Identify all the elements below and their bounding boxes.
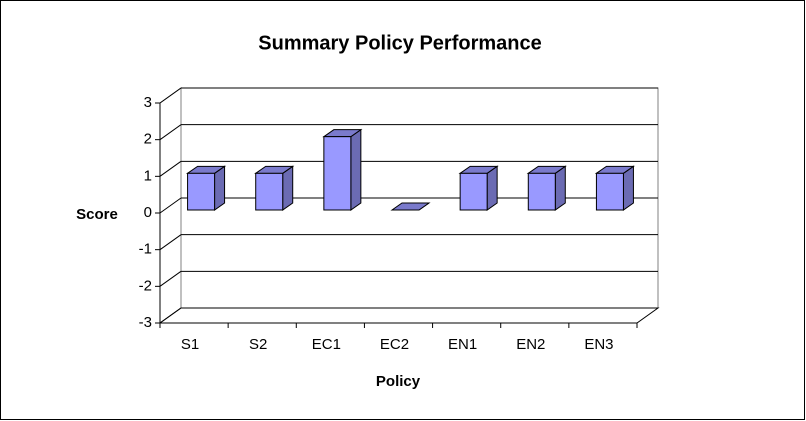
y-tick-label: 2 [144, 131, 152, 148]
bar-front [595, 172, 624, 211]
x-tick-label: S1 [181, 336, 199, 353]
bar [526, 165, 567, 211]
bar-front [527, 172, 556, 211]
grid-line-side [159, 124, 182, 141]
x-tick-label: EN3 [584, 336, 613, 353]
bar-side [350, 128, 362, 211]
x-tick-label: EC1 [312, 336, 341, 353]
bar [458, 165, 499, 211]
chart-title: Summary Policy Performance [258, 32, 541, 54]
bar-top [390, 202, 431, 211]
floor [158, 307, 660, 324]
bar [594, 165, 636, 211]
bar [254, 165, 295, 211]
bar [185, 165, 227, 211]
y-tick-label: 0 [144, 204, 152, 221]
y-axis-label: Score [76, 206, 118, 223]
x-tick-label: EN2 [516, 336, 545, 353]
y-tick-label: -3 [139, 314, 152, 331]
y-tick-label: 3 [144, 94, 152, 111]
x-axis-label: Policy [376, 373, 421, 390]
bar [322, 128, 363, 211]
x-tick-label: S2 [249, 336, 267, 353]
y-tick-label: -2 [139, 277, 152, 294]
y-tick-label: 1 [144, 167, 152, 184]
grid-line-side [159, 270, 182, 287]
x-tick-label: EN1 [448, 336, 477, 353]
bar-front [187, 172, 216, 211]
grid-line-side [159, 160, 182, 177]
x-tick-label: EC2 [380, 336, 409, 353]
bar [390, 202, 431, 211]
grid-line-side [159, 197, 182, 214]
grid-line-side [159, 234, 182, 251]
grid-line-side [159, 87, 182, 104]
bar-front [323, 136, 352, 211]
grid-line-side [159, 307, 182, 324]
bar-front [255, 172, 284, 211]
bar-front [459, 172, 488, 211]
y-tick-label: -1 [139, 241, 152, 258]
